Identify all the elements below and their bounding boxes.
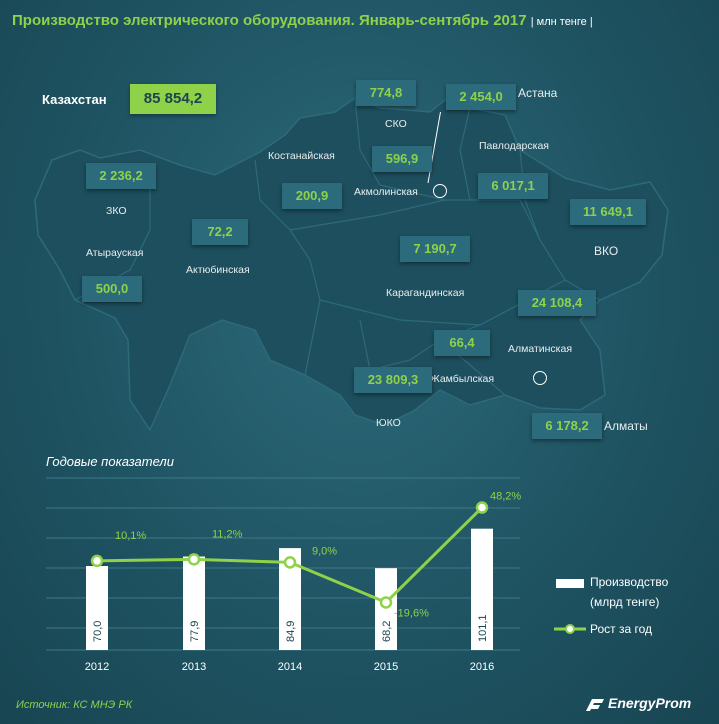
growth-point — [475, 501, 489, 514]
bar — [86, 566, 108, 650]
region-name-atyrau: Атырауская — [86, 247, 144, 259]
x-tick-label: 2012 — [85, 661, 109, 673]
legend-bar-swatch — [556, 579, 584, 588]
bar-value-label: 70,0 — [92, 621, 104, 642]
bar-value-label: 77,9 — [189, 621, 201, 642]
region-name-zko: ЗКО — [106, 205, 127, 217]
region-name-yuko: ЮКО — [376, 417, 401, 429]
region-value-almaty-city: 6 178,2 — [532, 413, 602, 439]
region-value-akmola: 596,9 — [372, 146, 432, 172]
source-note: Источник: КС МНЭ РК — [16, 699, 133, 711]
growth-point — [283, 556, 297, 569]
region-value-astana: 2 454,0 — [446, 84, 516, 110]
bar-value-label: 84,9 — [285, 621, 297, 642]
region-value-yuko: 23 809,3 — [354, 367, 432, 393]
x-axis-labels: 2012 2013 2014 2015 2016 — [85, 661, 494, 673]
section-title: Годовые показатели — [46, 454, 174, 469]
legend-bar-label: Производство — [590, 575, 669, 589]
region-value-zko: 2 236,2 — [86, 163, 156, 189]
growth-value-label: 48,2% — [490, 491, 521, 503]
bar-value-label: 101,1 — [477, 614, 489, 642]
region-value-karaganda: 7 190,7 — [400, 236, 470, 262]
astana-marker — [433, 184, 447, 198]
x-tick-label: 2015 — [374, 661, 398, 673]
region-name-almaty-city: Алматы — [604, 419, 648, 433]
region-name-sko: СКО — [385, 118, 407, 130]
total-value: 85 854,2 — [130, 84, 216, 114]
bar — [279, 548, 301, 650]
annual-chart: 70,0 77,9 84,9 68,2 101,1 10,1% 11,2% 9,0% -19,… — [46, 477, 522, 673]
region-name-pavlodar: Павлодарская — [479, 140, 549, 152]
region-name-vko: ВКО — [594, 244, 619, 258]
bar-value-label: 68,2 — [381, 621, 393, 642]
bar — [183, 556, 205, 650]
legend-bar-unit: (млрд тенге) — [590, 595, 660, 609]
bar — [375, 568, 397, 650]
growth-value-label: -19,6% — [394, 607, 429, 619]
legend-line-label: Рост за год — [590, 622, 653, 636]
bar — [471, 528, 493, 650]
legend-line-swatch — [554, 624, 586, 634]
bar-series: 70,0 77,9 84,9 68,2 101,1 — [86, 528, 493, 650]
region-name-almaty-region: Алматинская — [508, 343, 573, 355]
energyprom-logo-icon — [586, 699, 604, 711]
region-name-akmola: Акмолинская — [354, 186, 418, 198]
region-name-kostanay: Костанайская — [268, 150, 335, 162]
total-label: Казахстан — [42, 92, 107, 107]
region-value-aktobe: 72,2 — [192, 219, 248, 245]
almaty-marker — [533, 371, 547, 385]
region-value-sko: 774,8 — [356, 80, 416, 106]
unit-label: | млн тенге | — [530, 16, 593, 28]
x-tick-label: 2014 — [278, 661, 302, 673]
region-value-vko: 11 649,1 — [570, 199, 646, 225]
growth-value-label: 10,1% — [115, 530, 146, 542]
growth-point — [187, 553, 201, 566]
region-value-kostanay: 200,9 — [282, 183, 342, 209]
brand-name: EnergyProm — [608, 695, 692, 711]
x-tick-label: 2013 — [182, 661, 206, 673]
growth-point — [90, 554, 104, 568]
region-name-astana: Астана — [518, 86, 558, 100]
page-title: Производство электрического оборудования… — [12, 12, 593, 29]
region-name-karaganda: Карагандинская — [386, 287, 465, 299]
region-value-almaty-region: 24 108,4 — [518, 290, 596, 316]
region-name-aktobe: Актюбинская — [186, 264, 250, 276]
growth-value-label: 9,0% — [312, 545, 337, 557]
region-value-zhambyl: 66,4 — [434, 330, 490, 356]
growth-point — [379, 596, 393, 609]
x-tick-label: 2016 — [470, 661, 494, 673]
region-value-atyrau: 500,0 — [82, 276, 142, 302]
growth-value-label: 11,2% — [212, 528, 243, 540]
line-series: 10,1% 11,2% 9,0% -19,6% 48,2% — [90, 491, 521, 619]
region-value-pavlodar: 6 017,1 — [478, 173, 548, 199]
region-name-zhambyl: Жамбылская — [430, 373, 495, 385]
